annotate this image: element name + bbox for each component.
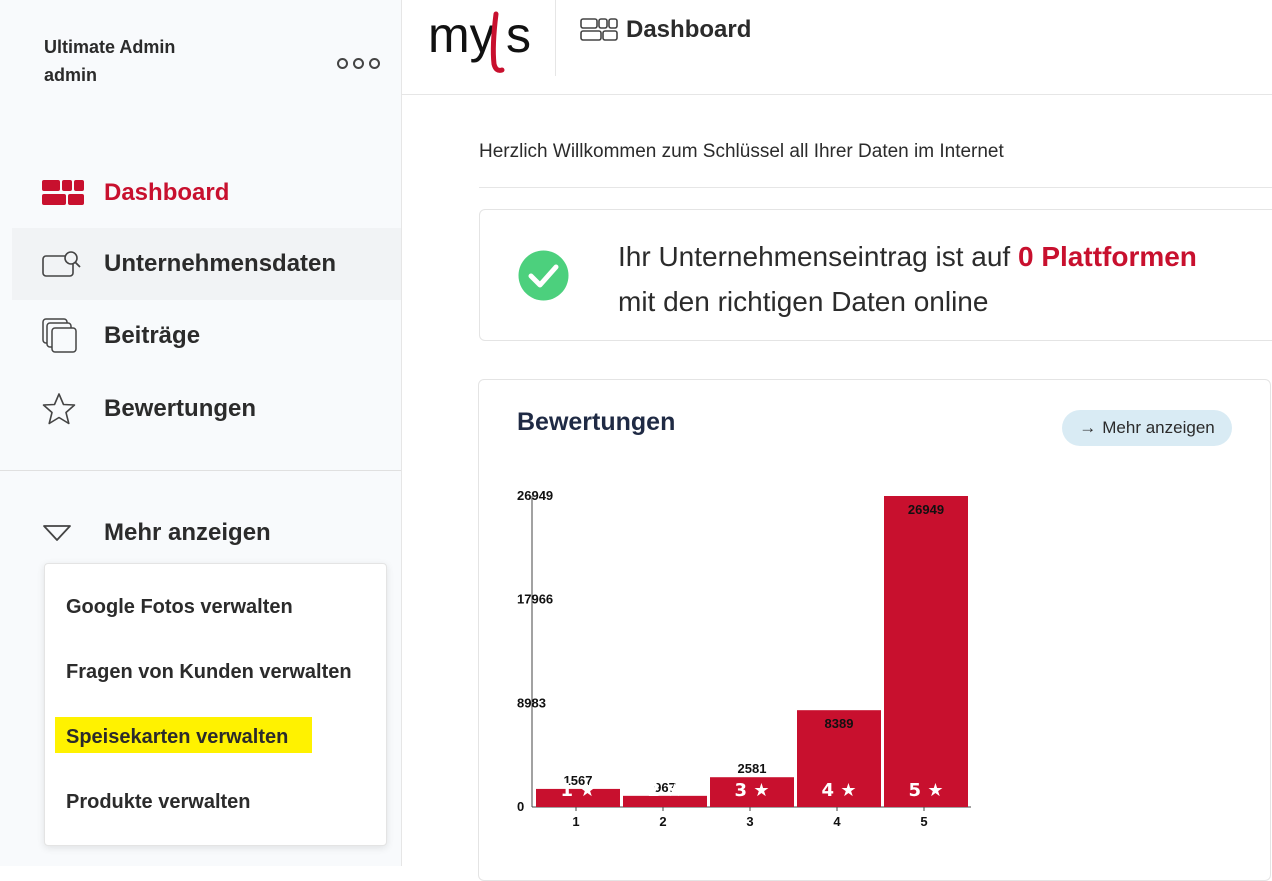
more-options-icon[interactable] [337,58,380,69]
user-info: Ultimate Admin admin [44,33,175,89]
logo-text-s: s [506,7,531,63]
nav-label-dashboard: Dashboard [104,179,230,206]
nav-item-posts[interactable]: Beiträge [12,300,401,372]
user-role: admin [44,65,98,85]
status-card: Ihr Unternehmenseintrag ist auf 0 Plattf… [479,209,1272,341]
nav-item-company-data[interactable]: Unternehmensdaten [12,228,401,300]
check-circle-icon [518,250,569,301]
sidebar-divider [0,470,401,471]
show-more-reviews-button[interactable]: → Mehr anzeigen [1062,410,1232,446]
status-prefix: Ihr Unternehmenseintrag ist auf [618,241,1018,272]
menu-item-menus[interactable]: Speisekarten verwalten [66,726,289,748]
status-suffix: mit den richtigen Daten online [618,286,989,317]
triangle-down-icon [43,525,71,541]
menu-item-google-photos[interactable]: Google Fotos verwalten [66,596,293,618]
menu-item-products[interactable]: Produkte verwalten [66,791,251,813]
arrow-right-icon: → [1079,418,1097,437]
nav-label-company-data: Unternehmensdaten [104,250,337,277]
company-search-icon [42,251,81,277]
dashboard-outline-icon [580,18,618,41]
show-more-label: Mehr anzeigen [104,519,271,546]
show-more-reviews-label: Mehr anzeigen [1102,418,1215,437]
nav-item-reviews[interactable]: Bewertungen [12,373,401,445]
page-title: Dashboard [626,16,752,43]
welcome-divider [479,187,1272,188]
nav-label-reviews: Bewertungen [104,395,257,422]
more-dropdown: Google Fotos verwalten Fragen von Kunden… [44,563,387,846]
status-platform-count: 0 Plattformen [1017,241,1197,272]
dashboard-icon [42,180,84,205]
reviews-title: Bewertungen [517,408,676,436]
posts-icon [42,318,77,353]
header-divider [555,0,556,76]
user-name: Ultimate Admin [44,37,176,57]
myls-logo[interactable]: my s [426,6,532,76]
status-message: Ihr Unternehmenseintrag ist auf 0 Plattf… [618,234,1197,324]
text-highlight [55,717,312,753]
logo-text-m: my [428,7,495,63]
star-icon [42,393,76,425]
header-bottom-border [402,94,1272,95]
reviews-card: Bewertungen → Mehr anzeigen [478,379,1271,881]
nav-label-posts: Beiträge [104,322,201,349]
nav-item-dashboard[interactable]: Dashboard [12,157,401,229]
menu-item-customer-questions[interactable]: Fragen von Kunden verwalten [66,661,352,683]
sidebar: Ultimate Admin admin Dashboard Unternehm… [0,0,402,866]
show-more-toggle[interactable]: Mehr anzeigen [12,497,401,569]
welcome-text: Herzlich Willkommen zum Schlüssel all Ih… [479,141,1004,162]
